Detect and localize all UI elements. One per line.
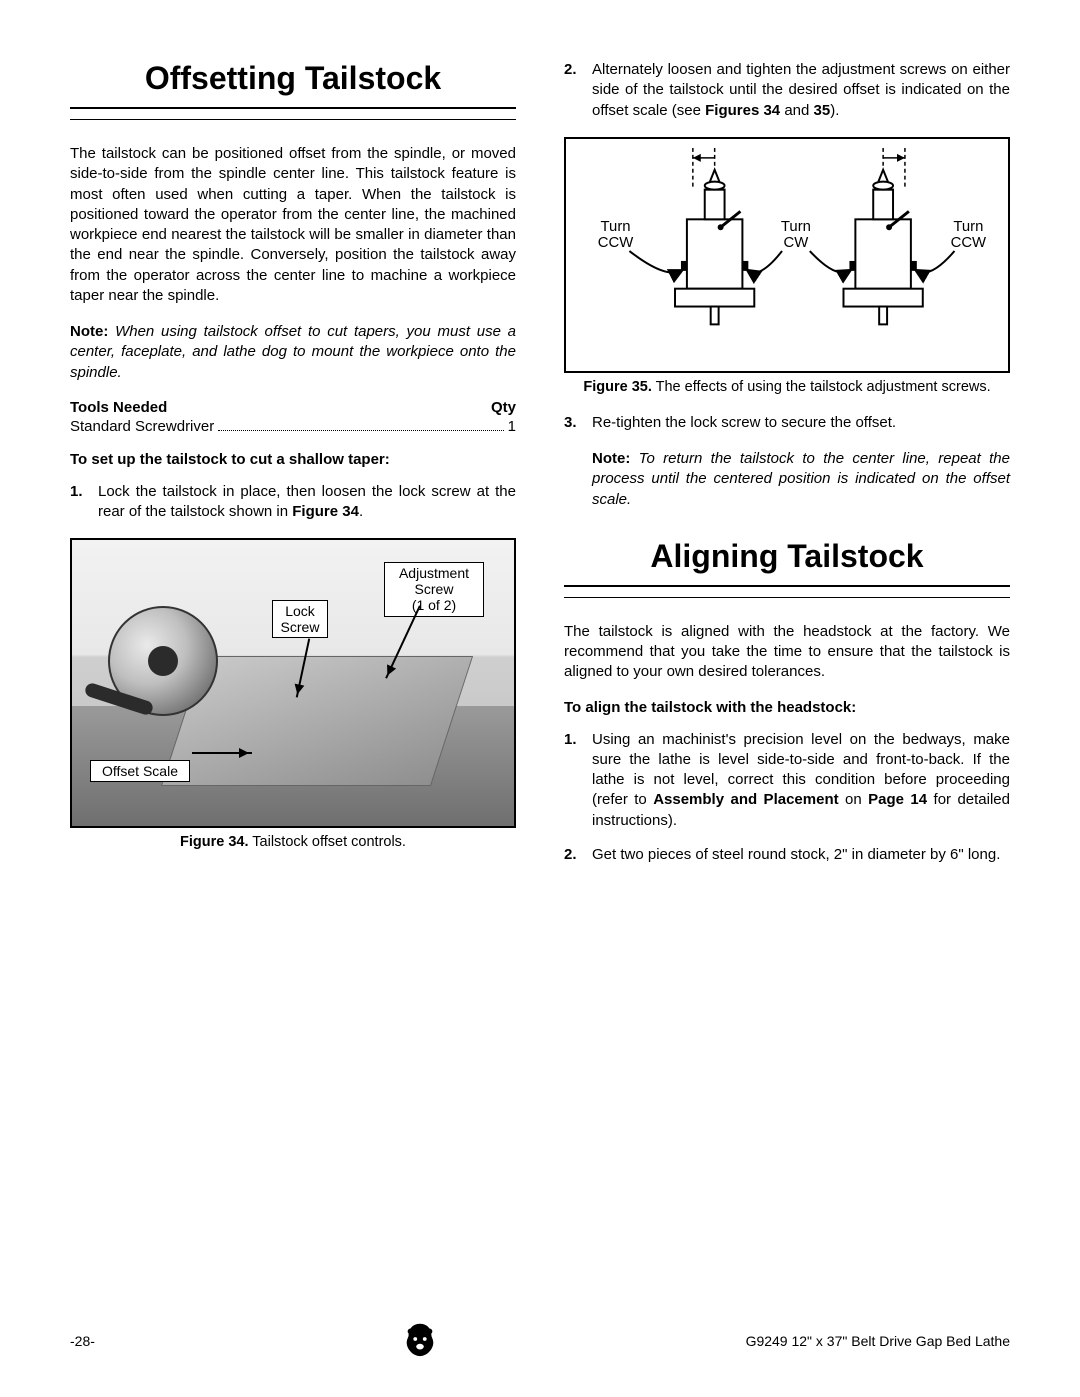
step-text: Get two pieces of steel round stock, 2" … — [592, 845, 1010, 865]
step-num: 1. — [564, 730, 592, 831]
tool-line: Standard Screwdriver 1 — [70, 418, 516, 435]
step-3: 3. Re-tighten the lock screw to secure t… — [564, 413, 1010, 433]
svg-text:CW: CW — [784, 235, 809, 251]
tools-label: Tools Needed — [70, 399, 167, 416]
steps-right-3: 3. Re-tighten the lock screw to secure t… — [564, 413, 1010, 433]
setup-lead: To set up the tailstock to cut a shallow… — [70, 451, 516, 468]
pointer-scale — [192, 752, 252, 754]
steps-right-top: 2. Alternately loosen and tighten the ad… — [564, 60, 1010, 121]
step-text: Using an machinist's precision level on … — [592, 730, 1010, 831]
step-text: Lock the tailstock in place, then loosen… — [98, 482, 516, 523]
align-lead: To align the tailstock with the headstoc… — [564, 699, 1010, 716]
intro-paragraph: The tailstock can be positioned offset f… — [70, 144, 516, 306]
note-return: Note: To return the tailstock to the cen… — [592, 449, 1010, 510]
content-columns: Offsetting Tailstock The tailstock can b… — [70, 60, 1010, 881]
figure-34-caption: Figure 34. Tailstock offset controls. — [70, 834, 516, 850]
label-offset-scale: Offset Scale — [90, 760, 190, 782]
qty-label: Qty — [491, 399, 516, 416]
svg-text:Turn: Turn — [953, 219, 983, 235]
step-text: Re-tighten the lock screw to secure the … — [592, 413, 1010, 433]
page-number: -28- — [70, 1333, 95, 1349]
figure-34: Adjustment Screw (1 of 2) Lock Screw Off… — [70, 538, 516, 828]
svg-text:CCW: CCW — [598, 235, 634, 251]
label-lock-screw: Lock Screw — [272, 600, 328, 638]
note-lead: Note: — [592, 450, 630, 467]
leader-dots — [218, 430, 503, 431]
figure-35: Turn CCW Turn CW Turn CCW — [564, 137, 1010, 373]
align-intro: The tailstock is aligned with the headst… — [564, 622, 1010, 683]
tool-qty: 1 — [508, 418, 516, 435]
step-num: 1. — [70, 482, 98, 523]
step-num: 2. — [564, 60, 592, 121]
tools-header: Tools Needed Qty — [70, 399, 516, 416]
figure-35-svg: Turn CCW Turn CW Turn CCW — [566, 139, 1008, 371]
align-step-1: 1. Using an machinist's precision level … — [564, 730, 1010, 831]
note-lead: Note: — [70, 323, 108, 340]
step-num: 3. — [564, 413, 592, 433]
note-offset: Note: When using tailstock offset to cut… — [70, 322, 516, 383]
step-1: 1. Lock the tailstock in place, then loo… — [70, 482, 516, 523]
svg-text:Turn: Turn — [601, 219, 631, 235]
brand-logo-icon — [401, 1320, 439, 1361]
steps-left: 1. Lock the tailstock in place, then loo… — [70, 482, 516, 523]
tool-name: Standard Screwdriver — [70, 418, 214, 435]
svg-text:Turn: Turn — [781, 219, 811, 235]
note-body: When using tailstock offset to cut taper… — [70, 323, 516, 381]
step-num: 2. — [564, 845, 592, 865]
align-steps: 1. Using an machinist's precision level … — [564, 730, 1010, 866]
step-2: 2. Alternately loosen and tighten the ad… — [564, 60, 1010, 121]
note-body: To return the tailstock to the center li… — [592, 450, 1010, 508]
svg-text:CCW: CCW — [951, 235, 987, 251]
heading-offsetting: Offsetting Tailstock — [70, 60, 516, 109]
heading-aligning: Aligning Tailstock — [564, 538, 1010, 587]
right-column: 2. Alternately loosen and tighten the ad… — [564, 60, 1010, 881]
left-column: Offsetting Tailstock The tailstock can b… — [70, 60, 516, 881]
page-footer: -28- G9249 12" x 37" Belt Drive Gap Bed … — [70, 1320, 1010, 1361]
figure-35-caption: Figure 35. The effects of using the tail… — [564, 379, 1010, 395]
align-step-2: 2. Get two pieces of steel round stock, … — [564, 845, 1010, 865]
label-adjustment-screw: Adjustment Screw (1 of 2) — [384, 562, 484, 616]
page: Offsetting Tailstock The tailstock can b… — [0, 0, 1080, 1397]
step-text: Alternately loosen and tighten the adjus… — [592, 60, 1010, 121]
product-name: G9249 12" x 37" Belt Drive Gap Bed Lathe — [746, 1333, 1010, 1349]
